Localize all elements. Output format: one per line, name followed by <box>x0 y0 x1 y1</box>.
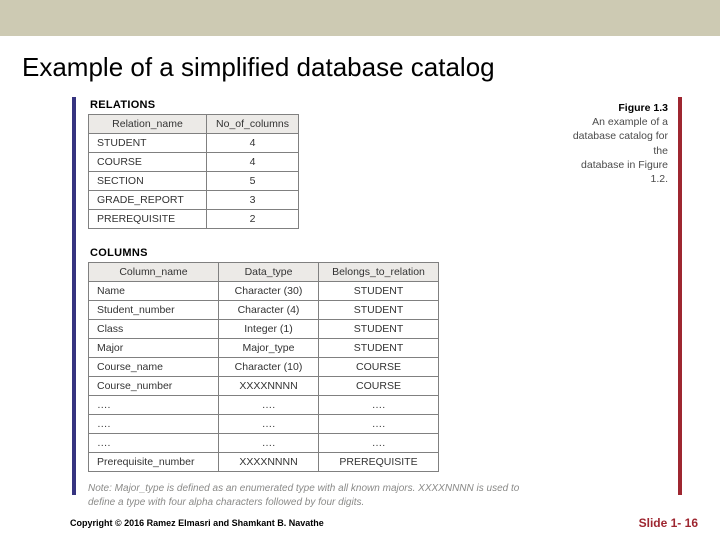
cell: Prerequisite_number <box>89 453 219 472</box>
col-header: Column_name <box>89 263 219 282</box>
columns-table: Column_name Data_type Belongs_to_relatio… <box>88 262 439 472</box>
cell: Character (30) <box>219 282 319 301</box>
cell: 3 <box>207 191 299 210</box>
cell: COURSE <box>319 377 439 396</box>
table-header-row: Column_name Data_type Belongs_to_relatio… <box>89 263 439 282</box>
cell: SECTION <box>89 172 207 191</box>
cell: STUDENT <box>319 301 439 320</box>
table-row: SECTION5 <box>89 172 299 191</box>
col-header: Relation_name <box>89 115 207 134</box>
copyright-text: Copyright © 2016 Ramez Elmasri and Shamk… <box>70 518 324 528</box>
cell: PREREQUISITE <box>319 453 439 472</box>
cell: …. <box>319 415 439 434</box>
table-row: MajorMajor_typeSTUDENT <box>89 339 439 358</box>
cell: …. <box>219 396 319 415</box>
cell: Character (4) <box>219 301 319 320</box>
cell: Character (10) <box>219 358 319 377</box>
cell: …. <box>219 415 319 434</box>
relations-heading: RELATIONS <box>90 99 548 111</box>
table-row: PREREQUISITE2 <box>89 210 299 229</box>
table-header-row: Relation_name No_of_columns <box>89 115 299 134</box>
top-decorative-band <box>0 0 720 36</box>
cell: COURSE <box>89 153 207 172</box>
cell: PREREQUISITE <box>89 210 207 229</box>
cell: XXXXNNNN <box>219 377 319 396</box>
figure-caption: Figure 1.3 An example of a database cata… <box>572 99 668 509</box>
cell: 4 <box>207 134 299 153</box>
cell: Student_number <box>89 301 219 320</box>
footnote-text: Major_type is defined as an enumerated t… <box>88 483 519 508</box>
cell: XXXXNNNN <box>219 453 319 472</box>
cell: Class <box>89 320 219 339</box>
cell: COURSE <box>319 358 439 377</box>
table-row: Course_nameCharacter (10)COURSE <box>89 358 439 377</box>
content-area: RELATIONS Relation_name No_of_columns ST… <box>72 97 682 495</box>
cell: 4 <box>207 153 299 172</box>
cell: STUDENT <box>89 134 207 153</box>
cell: Course_name <box>89 358 219 377</box>
col-header: No_of_columns <box>207 115 299 134</box>
table-row: COURSE4 <box>89 153 299 172</box>
cell: Major <box>89 339 219 358</box>
cell: …. <box>219 434 319 453</box>
col-header: Data_type <box>219 263 319 282</box>
cell: …. <box>319 434 439 453</box>
col-header: Belongs_to_relation <box>319 263 439 282</box>
figure-label: Figure 1.3 <box>572 101 668 115</box>
cell: …. <box>89 415 219 434</box>
relations-table: Relation_name No_of_columns STUDENT4 COU… <box>88 114 299 229</box>
cell: Name <box>89 282 219 301</box>
cell: 2 <box>207 210 299 229</box>
cell: …. <box>319 396 439 415</box>
slide-title: Example of a simplified database catalog <box>0 36 720 97</box>
table-row: GRADE_REPORT3 <box>89 191 299 210</box>
cell: STUDENT <box>319 282 439 301</box>
cell: Course_number <box>89 377 219 396</box>
table-row: STUDENT4 <box>89 134 299 153</box>
table-row: Course_numberXXXXNNNNCOURSE <box>89 377 439 396</box>
cell: GRADE_REPORT <box>89 191 207 210</box>
caption-line: An example of a <box>572 115 668 129</box>
cell: 5 <box>207 172 299 191</box>
cell: Major_type <box>219 339 319 358</box>
cell: Integer (1) <box>219 320 319 339</box>
tables-column: RELATIONS Relation_name No_of_columns ST… <box>88 99 548 509</box>
table-row: ….….…. <box>89 396 439 415</box>
caption-line: database in Figure 1.2. <box>572 158 668 186</box>
cell: …. <box>89 396 219 415</box>
footnote-label: Note: <box>88 483 112 494</box>
columns-heading: COLUMNS <box>90 247 548 259</box>
table-row: Student_numberCharacter (4)STUDENT <box>89 301 439 320</box>
cell: STUDENT <box>319 339 439 358</box>
table-row: ….….…. <box>89 415 439 434</box>
table-row: ClassInteger (1)STUDENT <box>89 320 439 339</box>
table-row: Prerequisite_numberXXXXNNNNPREREQUISITE <box>89 453 439 472</box>
cell: …. <box>89 434 219 453</box>
table-row: NameCharacter (30)STUDENT <box>89 282 439 301</box>
caption-line: database catalog for the <box>572 129 668 157</box>
slide-number: Slide 1- 16 <box>639 516 698 530</box>
footnote: Note: Major_type is defined as an enumer… <box>88 482 548 509</box>
cell: STUDENT <box>319 320 439 339</box>
table-row: ….….…. <box>89 434 439 453</box>
slide-footer: Copyright © 2016 Ramez Elmasri and Shamk… <box>0 512 720 540</box>
